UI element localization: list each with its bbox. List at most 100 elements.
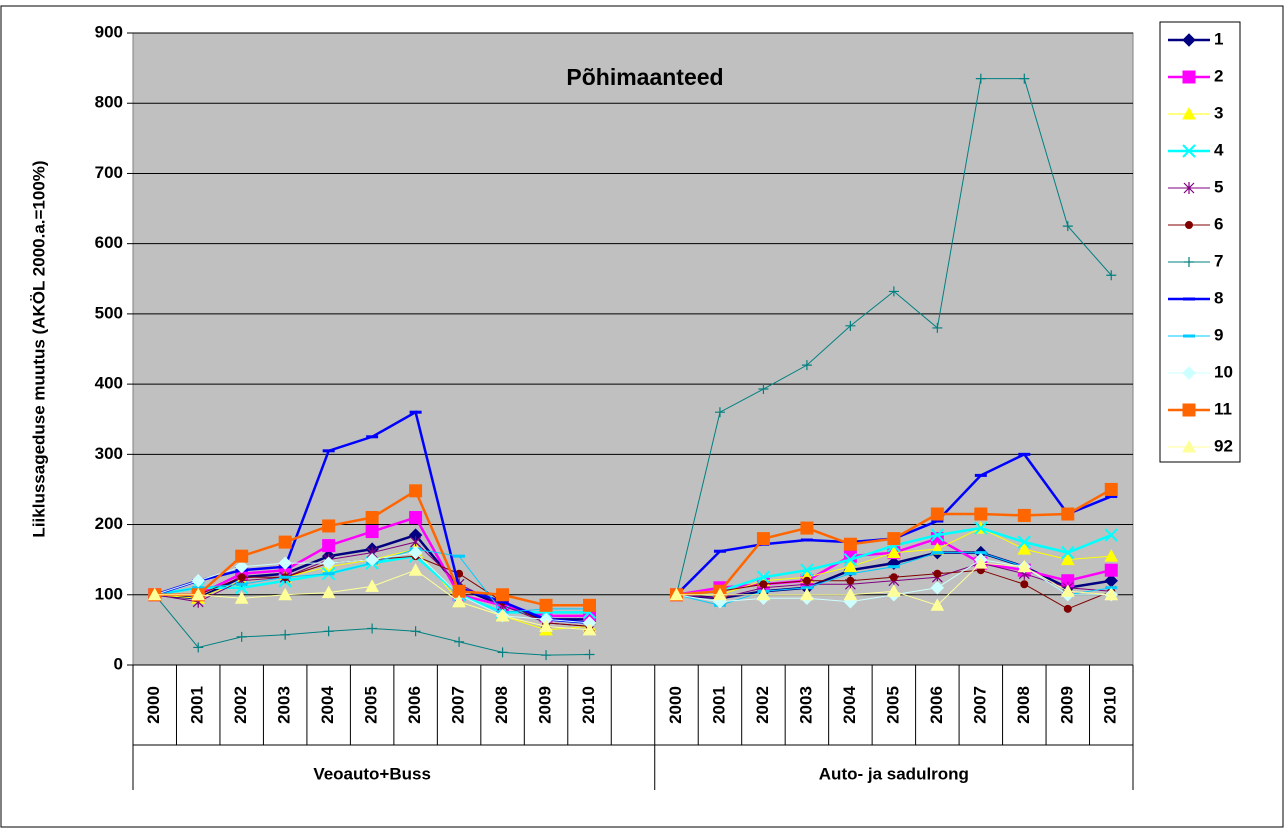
y-tick-label: 500 xyxy=(95,303,123,322)
marker xyxy=(408,545,423,560)
marker xyxy=(843,537,857,551)
marker xyxy=(365,579,379,592)
marker xyxy=(323,626,334,637)
x-tick-label: 2007 xyxy=(970,686,989,724)
y-tick-label: 0 xyxy=(114,654,123,673)
marker xyxy=(1020,580,1029,589)
marker xyxy=(756,532,770,546)
marker xyxy=(713,587,727,601)
marker xyxy=(539,619,553,632)
marker xyxy=(191,574,205,588)
marker xyxy=(930,581,945,595)
marker xyxy=(887,584,901,597)
marker xyxy=(888,286,899,297)
x-tick-label: 2000 xyxy=(666,686,685,724)
marker xyxy=(933,569,942,578)
marker xyxy=(278,587,293,601)
marker xyxy=(541,650,552,661)
legend-label: 3 xyxy=(1214,103,1223,122)
x-tick-label: 2001 xyxy=(188,686,207,724)
y-tick-label: 700 xyxy=(95,163,123,182)
marker xyxy=(1182,439,1196,453)
marker xyxy=(234,559,249,574)
x-tick-label: 2007 xyxy=(449,686,468,724)
marker xyxy=(974,521,988,535)
marker xyxy=(1017,542,1032,555)
marker xyxy=(322,519,336,533)
marker xyxy=(410,626,421,637)
marker xyxy=(408,563,423,576)
marker xyxy=(889,573,898,582)
x-tick-label: 2005 xyxy=(883,686,902,724)
marker xyxy=(1182,70,1196,84)
marker xyxy=(1017,559,1032,573)
marker xyxy=(237,573,246,582)
x-tick-label: 2010 xyxy=(579,686,598,724)
x-tick-label: 2009 xyxy=(536,686,555,724)
marker xyxy=(1182,144,1196,158)
marker xyxy=(1182,106,1196,120)
marker xyxy=(584,649,595,660)
marker xyxy=(582,622,597,636)
marker xyxy=(800,563,814,577)
marker xyxy=(846,576,855,585)
marker xyxy=(800,521,814,535)
marker xyxy=(930,507,944,521)
marker xyxy=(1061,545,1075,560)
marker xyxy=(193,642,204,653)
marker xyxy=(973,556,988,569)
x-tick-label: 2004 xyxy=(318,686,337,724)
marker xyxy=(539,598,553,612)
marker xyxy=(496,588,510,602)
marker xyxy=(974,507,988,521)
marker xyxy=(1185,221,1193,229)
marker xyxy=(1182,403,1196,417)
legend-label: 10 xyxy=(1214,362,1233,381)
marker xyxy=(887,532,901,546)
marker xyxy=(758,384,769,395)
marker xyxy=(1104,587,1119,601)
marker xyxy=(845,320,856,331)
marker xyxy=(495,608,510,622)
marker xyxy=(1104,549,1119,562)
marker xyxy=(322,539,336,553)
marker xyxy=(583,598,597,612)
marker xyxy=(321,585,336,599)
marker xyxy=(1017,508,1031,522)
x-tick-label: 2003 xyxy=(275,686,294,724)
legend-label: 1 xyxy=(1214,29,1223,48)
marker xyxy=(843,552,858,567)
marker xyxy=(365,511,379,525)
x-tick-label: 2008 xyxy=(1014,686,1033,724)
marker xyxy=(932,322,943,333)
x-tick-label: 2000 xyxy=(144,686,163,724)
category-group-label: Auto- ja sadulrong xyxy=(819,764,969,783)
marker xyxy=(1104,528,1118,542)
legend-label: 5 xyxy=(1214,177,1223,196)
y-tick-label: 900 xyxy=(95,22,123,41)
marker xyxy=(756,587,771,601)
legend-label: 2 xyxy=(1214,66,1223,85)
legend-label: 4 xyxy=(1214,140,1224,159)
marker xyxy=(1184,257,1194,267)
marker xyxy=(1063,604,1072,613)
marker xyxy=(367,623,378,634)
x-tick-label: 2002 xyxy=(231,686,250,724)
legend-label: 7 xyxy=(1214,251,1223,270)
marker xyxy=(843,587,858,601)
marker xyxy=(714,407,725,418)
marker xyxy=(454,636,465,647)
marker xyxy=(409,484,423,498)
marker xyxy=(801,360,812,371)
marker xyxy=(1104,563,1118,577)
marker xyxy=(887,545,901,559)
legend-label: 9 xyxy=(1214,325,1223,344)
marker xyxy=(759,580,768,589)
x-tick-label: 2008 xyxy=(492,686,511,724)
marker xyxy=(669,587,684,601)
x-tick-label: 2010 xyxy=(1101,686,1120,724)
y-tick-label: 800 xyxy=(95,93,123,112)
plot-area xyxy=(132,32,1134,666)
x-tick-label: 2006 xyxy=(405,686,424,724)
